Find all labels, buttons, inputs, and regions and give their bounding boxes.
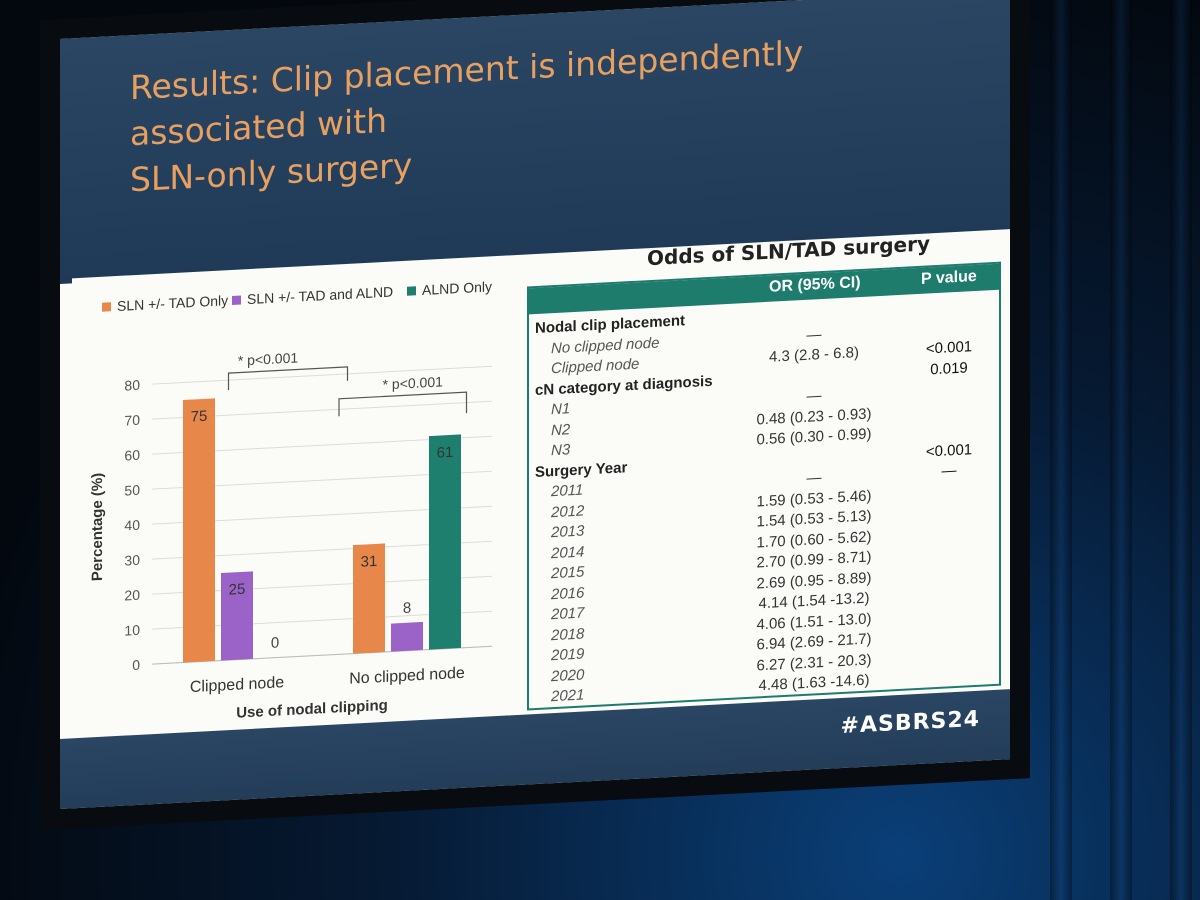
p-value: <0.001 xyxy=(925,440,973,461)
bar xyxy=(391,621,423,652)
significance-bracket xyxy=(338,391,468,417)
bar xyxy=(429,434,461,650)
odds-row-label: 2019 xyxy=(551,645,585,665)
x-category-label: Clipped node xyxy=(190,674,284,696)
y-tick-label: 50 xyxy=(124,482,140,499)
odds-row-label: N1 xyxy=(551,400,571,419)
column-header-p-value: P value xyxy=(921,267,977,288)
odds-table: OR (95% CI) P value Nodal clip placement… xyxy=(527,261,1001,711)
bar xyxy=(353,543,385,654)
bar-chart-svg: 0 10 20 30 40 50 60 70 80 75 25 0 Clipped node 31 8 61 N… xyxy=(89,349,492,722)
odds-row-label: 2011 xyxy=(551,481,584,501)
odds-row-label: 2017 xyxy=(551,604,585,624)
y-tick-label: 30 xyxy=(124,552,140,569)
bar-chart: 0 10 20 30 40 50 60 70 80 75 25 0 Clipped node 31 8 61 N… xyxy=(72,285,522,739)
slide-title: Results: Clip placement is independently… xyxy=(130,21,970,203)
data-label: 61 xyxy=(437,444,454,462)
x-axis-title: Use of nodal clipping xyxy=(236,697,388,722)
significance-annotation: * p<0.001 xyxy=(383,373,444,392)
significance-bracket xyxy=(227,366,349,391)
odds-row-label: Clipped node xyxy=(551,355,640,378)
data-label: 75 xyxy=(191,408,208,426)
gridline xyxy=(152,365,492,385)
p-value: — xyxy=(941,461,957,480)
odds-row-label: N2 xyxy=(551,420,571,439)
p-value: 0.019 xyxy=(930,358,968,378)
x-category-label: No clipped node xyxy=(349,665,465,688)
y-tick-label: 0 xyxy=(132,657,140,673)
odds-row-label: 2018 xyxy=(551,624,585,644)
data-label: 31 xyxy=(361,553,378,571)
slide-body: SLN +/- TAD Only SLN +/- TAD and ALND AL… xyxy=(72,229,1010,739)
odds-table-panel: Odds of SLN/TAD surgery OR (95% CI) P va… xyxy=(527,231,1001,715)
data-label: 8 xyxy=(403,600,411,617)
odds-row-label: Surgery Year xyxy=(535,458,628,481)
odds-row-label: N3 xyxy=(551,441,571,460)
bar xyxy=(183,398,215,663)
presentation-slide: Results: Clip placement is independently… xyxy=(60,0,1010,809)
projector-screen: Results: Clip placement is independently… xyxy=(40,0,1030,831)
odds-row-label: 2012 xyxy=(551,501,585,521)
y-tick-label: 80 xyxy=(124,377,140,394)
y-axis-title: Percentage (%) xyxy=(89,472,106,581)
y-tick-label: 20 xyxy=(124,587,140,604)
conference-hashtag: #ASBRS24 xyxy=(840,706,980,740)
y-tick-label: 10 xyxy=(124,622,140,639)
y-tick-label: 60 xyxy=(124,447,140,464)
data-label: 25 xyxy=(229,581,246,599)
odds-row-label: 2013 xyxy=(551,522,585,542)
odds-row-label: 2016 xyxy=(551,583,585,603)
y-tick-label: 40 xyxy=(124,517,140,534)
odds-row-label: 2015 xyxy=(551,563,585,583)
odds-row-label: 2021 xyxy=(551,686,585,706)
p-value xyxy=(909,296,989,300)
data-label: 0 xyxy=(271,634,279,651)
bar xyxy=(221,571,253,661)
column-header-or: OR (95% CI) xyxy=(769,273,861,296)
odds-row-label: 2020 xyxy=(551,665,585,685)
y-tick-label: 70 xyxy=(124,412,140,429)
odds-row-label: 2014 xyxy=(551,542,585,562)
significance-annotation: * p<0.001 xyxy=(238,349,299,368)
p-value: <0.001 xyxy=(925,338,973,358)
